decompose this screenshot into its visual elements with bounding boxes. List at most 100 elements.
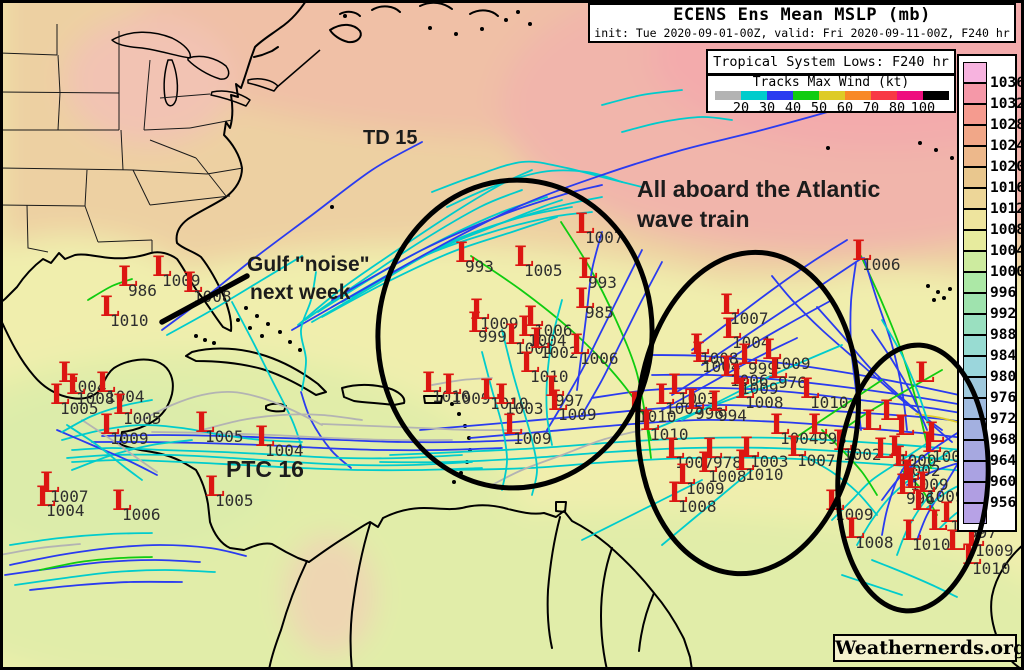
low-pressure-label: 986 — [128, 281, 157, 300]
ensemble-track — [39, 556, 153, 571]
ensemble-track — [81, 419, 158, 473]
wind-tick-label: 30 — [758, 100, 776, 116]
wind-color-swatches — [715, 91, 949, 100]
colorbar-cell — [963, 503, 987, 524]
colorbar-cell — [963, 356, 987, 377]
ensemble-track — [9, 544, 247, 566]
low-marker-L: L — [915, 356, 935, 389]
low-pressure-label: 1005 — [60, 399, 99, 418]
colorbar-cell — [963, 230, 987, 251]
ensemble-track — [201, 413, 363, 431]
colorbar-label: 996 — [990, 285, 1017, 301]
wind-tick-label: 20 — [732, 100, 750, 116]
low-marker-L: L — [925, 416, 945, 449]
legend-wind-panel: Tracks Max Wind (kt) 20 30 40 50 60 70 80 100 — [706, 74, 956, 116]
low-pressure-label: 985 — [585, 303, 614, 322]
low-pressure-label: 1005 — [205, 427, 244, 446]
colorbar-cell — [963, 440, 987, 461]
colorbar-cell — [963, 335, 987, 356]
wind-tick-labels: 20 30 40 50 60 70 80 100 — [715, 100, 949, 116]
colorbar-cell — [963, 293, 987, 314]
colorbar-label: 1008 — [990, 222, 1024, 238]
low-marker-L: L — [880, 394, 900, 427]
colorbar-cell — [963, 314, 987, 335]
low-pressure-label: 1007 — [585, 228, 624, 247]
watermark: Weathernerds.org — [833, 634, 1024, 662]
low-pressure-label: 999 — [478, 327, 507, 346]
ensemble-track — [56, 429, 158, 476]
colorbar-cell — [963, 104, 987, 125]
low-pressure-label: 1010 — [110, 311, 149, 330]
ensemble-track — [4, 559, 201, 576]
colorbar-cell — [963, 146, 987, 167]
ensemble-track — [66, 424, 143, 481]
wind-swatch — [923, 91, 949, 100]
ensemble-track — [231, 301, 303, 449]
low-marker-L: L — [205, 470, 225, 503]
wind-tick-label: 80 — [888, 100, 906, 116]
colorbar-cell — [963, 188, 987, 209]
wind-tick-label: 50 — [810, 100, 828, 116]
colorbar-label: 988 — [990, 327, 1017, 343]
low-pressure-label: 1004 — [46, 501, 85, 520]
low-pressure-label: 1004 — [106, 387, 145, 406]
wind-swatch — [767, 91, 793, 100]
colorbar-label: 1004 — [990, 243, 1024, 259]
colorbar-cell — [963, 461, 987, 482]
colorbar-label: 964 — [990, 453, 1017, 469]
low-marker-L: L — [255, 420, 275, 453]
colorbar-cell — [963, 419, 987, 440]
low-pressure-label: 1010 — [972, 559, 1011, 578]
low-pressure-label: 1007 — [797, 451, 836, 470]
low-pressure-label: 1008 — [193, 287, 232, 306]
colorbar-cell — [963, 125, 987, 146]
low-pressure-label: 1006 — [580, 349, 619, 368]
colorbar-cell — [963, 272, 987, 293]
low-pressure-label: 1008 — [678, 497, 717, 516]
colorbar-cell — [963, 251, 987, 272]
title-panel: ECENS Ens Mean MSLP (mb) init: Tue 2020-… — [588, 3, 1016, 43]
low-marker-L: L — [113, 388, 133, 421]
colorbar-label: 1020 — [990, 159, 1024, 175]
low-pressure-label: 993 — [465, 257, 494, 276]
colorbar-label: 956 — [990, 495, 1017, 511]
colorbar-label: 1036 — [990, 75, 1024, 91]
low-pressure-label: 1009 — [686, 479, 725, 498]
ensemble-track — [141, 390, 323, 426]
low-pressure-label: 1005 — [524, 261, 563, 280]
low-pressure-label: 1004 — [68, 377, 107, 396]
ensemble-track — [300, 391, 352, 469]
low-marker-L: L — [118, 260, 138, 293]
colorbar-label: 972 — [990, 411, 1017, 427]
colorbar-label: 960 — [990, 474, 1017, 490]
colorbar-label: 1012 — [990, 201, 1024, 217]
ensemble-track — [9, 532, 153, 546]
low-pressure-label: 1004 — [265, 441, 304, 460]
chart-subtitle: init: Tue 2020-09-01-00Z, valid: Fri 202… — [594, 26, 1010, 40]
wind-swatch — [845, 91, 871, 100]
legend-lows-title: Tropical System Lows: F240 hr — [713, 54, 949, 70]
low-pressure-label: 1008 — [855, 533, 894, 552]
wind-swatch — [715, 91, 741, 100]
colorbar-label: 980 — [990, 369, 1017, 385]
low-marker-L: L — [100, 290, 120, 323]
low-pressure-label: 994 — [718, 406, 747, 425]
ensemble-track — [14, 569, 216, 586]
low-marker-L: L — [195, 406, 215, 439]
ensemble-track — [61, 424, 303, 443]
low-marker-L: L — [58, 356, 78, 389]
wind-swatch — [871, 91, 897, 100]
colorbar-label: 976 — [990, 390, 1017, 406]
colorbar-cell — [963, 62, 987, 83]
colorbar-cell — [963, 83, 987, 104]
low-marker-L: L — [40, 466, 60, 499]
colorbar-cell — [963, 482, 987, 503]
ensemble-track — [61, 399, 153, 433]
low-marker-L: L — [928, 504, 948, 537]
ensemble-track — [87, 278, 133, 301]
low-pressure-label: 1009 — [558, 405, 597, 424]
colorbar-label: 984 — [990, 348, 1017, 364]
low-marker-L: L — [862, 404, 882, 437]
